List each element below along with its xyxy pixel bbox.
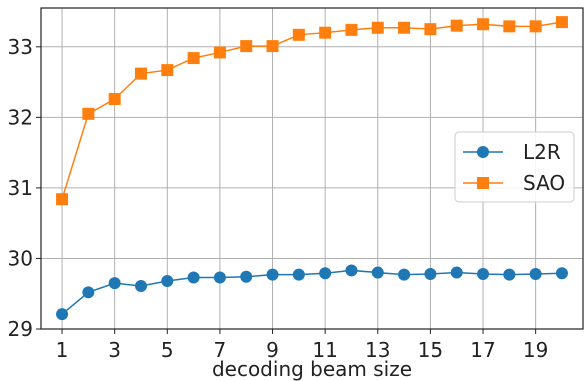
- data-point-l2r: [292, 268, 305, 281]
- data-point-sao: [213, 46, 226, 59]
- legend-entry-l2r: L2R: [463, 140, 561, 164]
- series-l2r: [56, 264, 568, 321]
- x-axis-label: decoding beam size: [212, 357, 412, 381]
- data-point-sao: [56, 193, 69, 206]
- x-tick-label: 13: [365, 338, 390, 362]
- legend-marker-l2r: [477, 146, 489, 158]
- data-point-l2r: [82, 286, 95, 299]
- data-point-l2r: [477, 267, 490, 280]
- data-point-l2r: [450, 266, 463, 279]
- data-point-l2r: [555, 267, 568, 280]
- y-tick-label: 30: [8, 246, 33, 270]
- data-point-l2r: [319, 267, 332, 280]
- data-point-sao: [108, 93, 121, 106]
- data-point-l2r: [161, 275, 174, 288]
- data-point-l2r: [345, 264, 358, 277]
- legend-entry-sao: SAO: [463, 171, 565, 195]
- data-point-sao: [292, 28, 305, 41]
- x-tick-label: 15: [418, 338, 443, 362]
- legend-marker-sao: [477, 177, 489, 189]
- data-point-sao: [477, 18, 490, 31]
- data-point-l2r: [503, 268, 516, 281]
- x-tick-label: 1: [56, 338, 69, 362]
- data-point-l2r: [213, 271, 226, 284]
- y-tick-label: 31: [8, 176, 33, 200]
- data-point-l2r: [108, 277, 121, 290]
- y-tick-label: 33: [8, 35, 33, 59]
- data-point-l2r: [134, 279, 147, 292]
- data-point-sao: [266, 40, 279, 53]
- data-point-l2r: [529, 267, 542, 280]
- x-tick-label: 7: [214, 338, 227, 362]
- data-point-l2r: [187, 271, 200, 284]
- legend: L2R SAO: [454, 131, 575, 203]
- data-point-l2r: [398, 268, 411, 281]
- data-point-sao: [240, 40, 253, 53]
- data-point-sao: [529, 20, 542, 33]
- data-point-sao: [82, 107, 95, 120]
- data-point-sao: [398, 21, 411, 34]
- data-point-sao: [503, 20, 516, 33]
- data-point-sao: [187, 52, 200, 65]
- x-tick-label: 5: [161, 338, 174, 362]
- data-point-sao: [450, 19, 463, 32]
- data-point-sao: [424, 23, 437, 36]
- x-tick-label: 19: [523, 338, 548, 362]
- data-point-sao: [319, 26, 332, 39]
- data-point-l2r: [240, 270, 253, 283]
- data-point-l2r: [266, 268, 279, 281]
- x-tick-label: 17: [470, 338, 495, 362]
- data-point-sao: [134, 67, 147, 80]
- y-tick-label: 32: [8, 105, 33, 129]
- series-sao: [56, 16, 568, 206]
- legend-label-l2r: L2R: [523, 140, 561, 164]
- data-point-l2r: [371, 266, 384, 279]
- x-tick-label: 3: [108, 338, 121, 362]
- data-point-sao: [371, 21, 384, 34]
- data-point-l2r: [424, 267, 437, 280]
- y-tick-label: 29: [8, 317, 33, 341]
- legend-label-sao: SAO: [523, 171, 565, 195]
- plot-area-frame: [40, 7, 584, 330]
- x-tick-label: 9: [266, 338, 279, 362]
- data-point-sao: [345, 23, 358, 36]
- data-point-sao: [161, 64, 174, 77]
- series-layer: [56, 16, 568, 321]
- x-tick-label: 11: [312, 338, 337, 362]
- data-point-sao: [555, 16, 568, 29]
- data-point-l2r: [56, 308, 69, 321]
